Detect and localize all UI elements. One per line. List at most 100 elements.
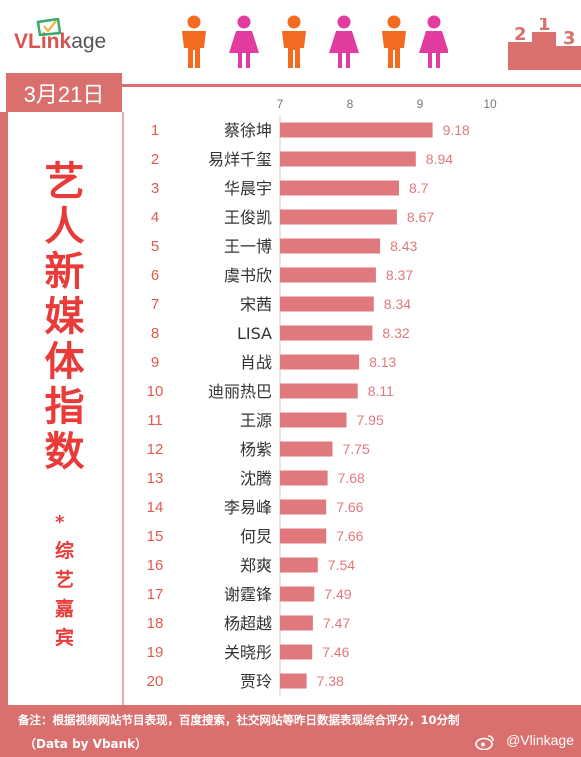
category-label: 迪丽热巴	[208, 382, 272, 401]
category-label: 肖战	[240, 353, 272, 372]
subtitle-char: 嘉	[54, 598, 74, 620]
man-figure-icon	[382, 15, 406, 68]
rank-label: 13	[147, 470, 164, 487]
ranking-bar-chart: 7 8 9 10 1 蔡徐坤 9.18 2 易烊千玺 8.94 3 华晨宇 8.7 4 王俊凯 8.67 5 王一…	[147, 97, 497, 696]
brand-logo: VLinkage	[14, 30, 106, 54]
category-label: 蔡徐坤	[224, 121, 272, 140]
category-label: 王源	[240, 411, 272, 430]
rank-label: 9	[151, 354, 159, 371]
svg-text:3: 3	[563, 28, 576, 49]
value-label: 7.75	[343, 441, 370, 457]
value-label: 7.95	[357, 412, 384, 428]
title-char: 人	[44, 204, 85, 250]
rank-label: 11	[147, 412, 163, 429]
x-tick-label: 10	[483, 97, 497, 111]
category-label: 贾玲	[240, 672, 272, 691]
bar	[280, 267, 376, 283]
subtitle-char: 综	[54, 540, 74, 562]
bar	[280, 557, 318, 573]
date-badge: 3月21日	[6, 73, 122, 112]
value-label: 7.49	[324, 586, 351, 602]
column-divider	[122, 112, 124, 705]
footer-note: 备注：根据视频网站节目表现，百度搜索，社交网站等昨日数据表现综合评分，10分制	[18, 713, 460, 727]
bar	[280, 441, 333, 457]
weibo-icon	[475, 735, 494, 750]
bar	[280, 325, 373, 341]
bar	[280, 470, 328, 486]
subtitle-char: 艺	[54, 569, 74, 591]
svg-text:1: 1	[538, 18, 551, 35]
category-label: 王俊凯	[224, 208, 272, 227]
rank-label: 19	[147, 644, 164, 661]
bar	[280, 180, 399, 196]
bar	[280, 615, 313, 631]
brand-logo-secondary: age	[71, 30, 107, 53]
category-label: 易烊千玺	[208, 150, 272, 169]
value-label: 7.66	[336, 528, 363, 544]
x-tick-label: 7	[277, 97, 284, 111]
value-label: 9.18	[443, 122, 470, 138]
bar	[280, 412, 347, 428]
rank-label: 14	[147, 499, 164, 516]
rank-label: 2	[151, 151, 159, 168]
title-char: 新	[44, 249, 85, 295]
bar	[280, 122, 433, 138]
title-char: 指	[44, 384, 85, 430]
value-label: 8.34	[384, 296, 411, 312]
x-tick-label: 9	[417, 97, 424, 111]
bar	[280, 673, 307, 689]
page-title: 艺 人 新 媒 体 指 数	[12, 160, 117, 475]
bar	[280, 586, 315, 602]
title-char: 媒	[44, 294, 85, 340]
rank-label: 3	[151, 180, 159, 197]
rank-label: 20	[147, 673, 164, 690]
bar	[280, 499, 327, 515]
category-label: 杨紫	[240, 440, 272, 459]
title-char: 体	[44, 339, 85, 385]
bar	[280, 354, 360, 370]
rank-label: 16	[147, 557, 164, 574]
rank-label: 6	[151, 267, 159, 284]
value-label: 7.38	[317, 673, 344, 689]
svg-text:2: 2	[514, 24, 527, 45]
category-label: 李易峰	[224, 498, 272, 517]
man-figure-icon	[182, 15, 206, 68]
value-label: 8.11	[368, 383, 394, 399]
value-label: 8.37	[386, 267, 413, 283]
footer-source: （Data by Vbank）	[24, 737, 148, 751]
woman-figure-icon	[229, 15, 259, 68]
value-label: 8.32	[382, 325, 409, 341]
rank-label: 12	[147, 441, 164, 458]
value-label: 7.47	[323, 615, 350, 631]
category-label: 华晨宇	[224, 179, 272, 198]
title-char: 艺	[44, 159, 85, 205]
header-rule	[122, 84, 581, 87]
bar	[280, 151, 416, 167]
woman-figure-icon	[419, 15, 448, 68]
value-label: 8.13	[369, 354, 396, 370]
category-label: 杨超越	[224, 614, 272, 633]
left-frame-bar	[0, 112, 8, 705]
bar	[280, 238, 381, 254]
rank-label: 15	[147, 528, 164, 545]
bar	[280, 644, 313, 660]
category-label: 宋茜	[240, 295, 272, 314]
value-label: 8.67	[407, 209, 434, 225]
title-char: 数	[44, 429, 85, 475]
rank-label: 8	[151, 325, 159, 342]
rank-label: 10	[147, 383, 164, 400]
podium-icon: 2 1 3	[508, 18, 581, 70]
bar	[280, 528, 327, 544]
x-tick-label: 8	[347, 97, 354, 111]
value-label: 8.43	[390, 238, 417, 254]
category-label: 虞书欣	[224, 266, 272, 285]
category-label: 关晓彤	[224, 643, 272, 662]
people-figures-icon	[182, 15, 448, 68]
page-subtitle: 综 艺 嘉 宾	[12, 537, 117, 653]
rank-label: 18	[147, 615, 164, 632]
value-label: 7.66	[336, 499, 363, 515]
brand-logo-primary: VLink	[14, 30, 72, 53]
category-label: 何炅	[240, 527, 272, 546]
rank-label: 1	[151, 122, 159, 139]
man-figure-icon	[282, 15, 306, 68]
